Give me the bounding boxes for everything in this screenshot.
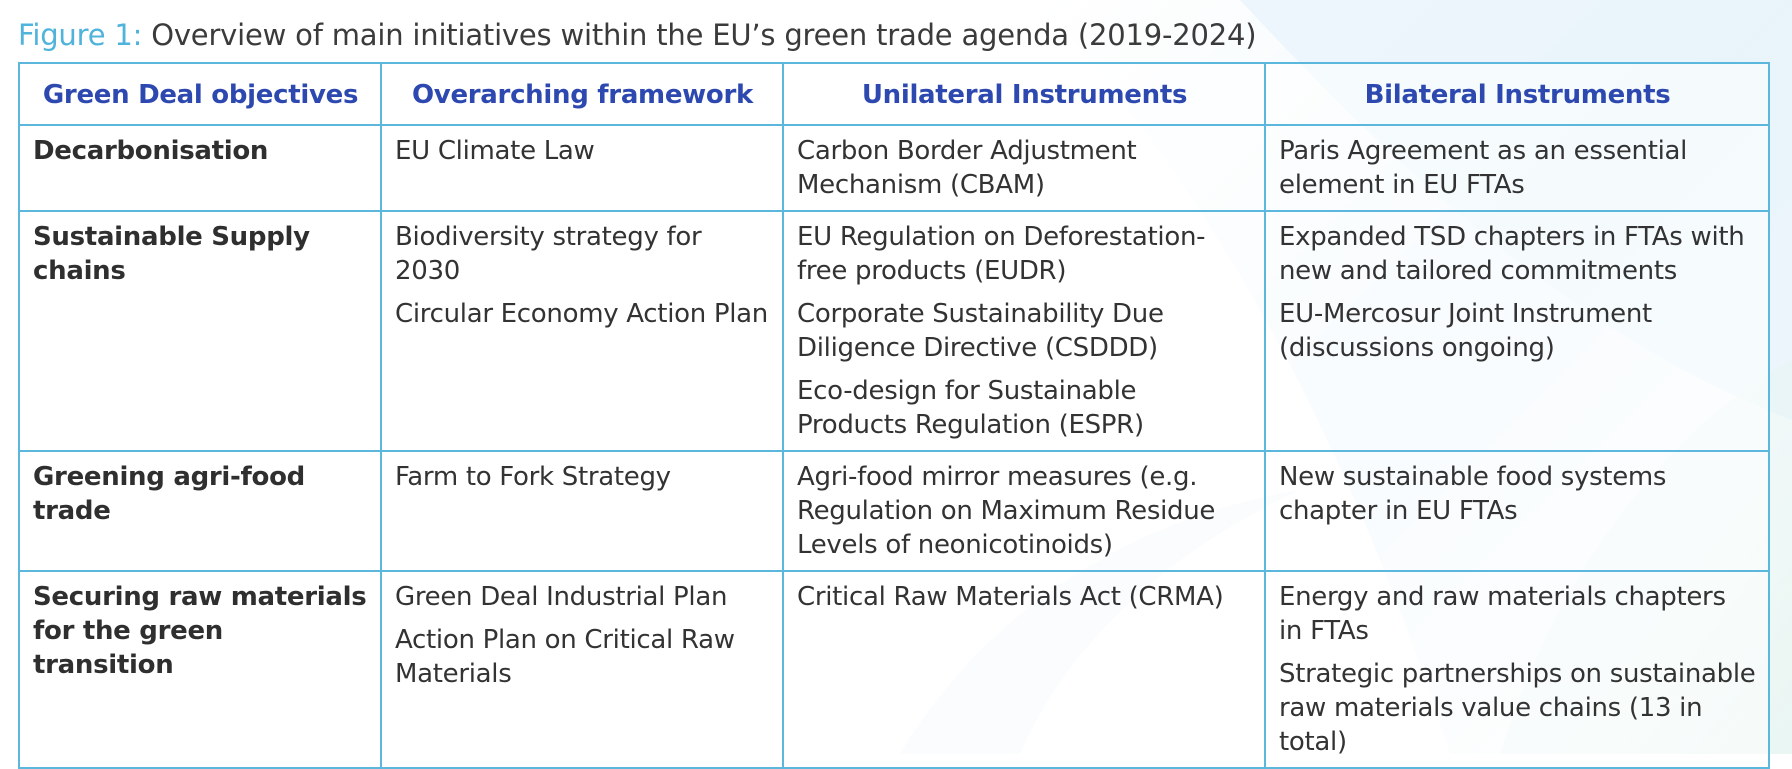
unilateral-entry: Carbon Border Adjustment Mechanism (CBAM… — [797, 136, 1137, 200]
bilateral-cell: Paris Agreement as an essential element … — [1264, 124, 1770, 212]
objective-cell: Securing raw materials for the green tra… — [18, 570, 382, 769]
objective-cell: Decarbonisation — [18, 124, 382, 212]
table-row: Decarbonisation EU Climate Law Carbon Bo… — [18, 124, 1770, 212]
unilateral-cell: Carbon Border Adjustment Mechanism (CBAM… — [782, 124, 1266, 212]
objective-cell: Sustainable Supply chains — [18, 210, 382, 452]
framework-cell: EU Climate Law — [380, 124, 784, 212]
unilateral-entry: Critical Raw Materials Act (CRMA) — [797, 582, 1224, 612]
table-row: Greening agri-food trade Farm to Fork St… — [18, 450, 1770, 572]
header-green-deal-objectives: Green Deal objectives — [18, 62, 382, 126]
bilateral-entry: Paris Agreement as an essential element … — [1279, 136, 1688, 200]
objective-cell: Greening agri-food trade — [18, 450, 382, 572]
table-header-row: Green Deal objectives Overarching framew… — [18, 62, 1770, 126]
header-unilateral-instruments: Unilateral Instruments — [782, 62, 1266, 126]
bilateral-entry: Expanded TSD chapters in FTAs with new a… — [1279, 222, 1745, 286]
unilateral-cell: EU Regulation on Deforestation-free prod… — [782, 210, 1266, 452]
bilateral-cell: New sustainable food systems chapter in … — [1264, 450, 1770, 572]
framework-cell: Biodiversity strategy for 2030 Circular … — [380, 210, 784, 452]
figure-caption: Figure 1: Overview of main initiatives w… — [18, 18, 1257, 52]
framework-entry: Circular Economy Action Plan — [395, 299, 768, 329]
framework-entry: Action Plan on Critical Raw Materials — [395, 625, 735, 689]
table-row: Securing raw materials for the green tra… — [18, 570, 1770, 769]
framework-cell: Farm to Fork Strategy — [380, 450, 784, 572]
framework-entry: Green Deal Industrial Plan — [395, 582, 728, 612]
unilateral-cell: Critical Raw Materials Act (CRMA) — [782, 570, 1266, 769]
bilateral-entry: Strategic partnerships on sustainable ra… — [1279, 659, 1756, 757]
table-row: Sustainable Supply chains Biodiversity s… — [18, 210, 1770, 452]
unilateral-cell: Agri-food mirror measures (e.g. Regulati… — [782, 450, 1266, 572]
header-bilateral-instruments: Bilateral Instruments — [1264, 62, 1770, 126]
figure-label: Figure 1: — [18, 18, 143, 52]
bilateral-entry: Energy and raw materials chapters in FTA… — [1279, 582, 1726, 646]
framework-entry: Farm to Fork Strategy — [395, 462, 671, 492]
bilateral-entry: New sustainable food systems chapter in … — [1279, 462, 1667, 526]
unilateral-entry: EU Regulation on Deforestation-free prod… — [797, 222, 1206, 286]
bilateral-cell: Expanded TSD chapters in FTAs with new a… — [1264, 210, 1770, 452]
framework-entry: EU Climate Law — [395, 136, 595, 166]
bilateral-cell: Energy and raw materials chapters in FTA… — [1264, 570, 1770, 769]
figure-title: Overview of main initiatives within the … — [151, 18, 1257, 52]
bilateral-entry: EU-Mercosur Joint Instrument (discussion… — [1279, 299, 1652, 363]
initiatives-table: Green Deal objectives Overarching framew… — [18, 62, 1770, 769]
header-overarching-framework: Overarching framework — [380, 62, 784, 126]
unilateral-entry: Corporate Sustainability Due Diligence D… — [797, 299, 1164, 363]
unilateral-entry: Eco-design for Sustainable Products Regu… — [797, 376, 1144, 440]
framework-entry: Biodiversity strategy for 2030 — [395, 222, 702, 286]
framework-cell: Green Deal Industrial Plan Action Plan o… — [380, 570, 784, 769]
unilateral-entry: Agri-food mirror measures (e.g. Regulati… — [797, 462, 1216, 560]
